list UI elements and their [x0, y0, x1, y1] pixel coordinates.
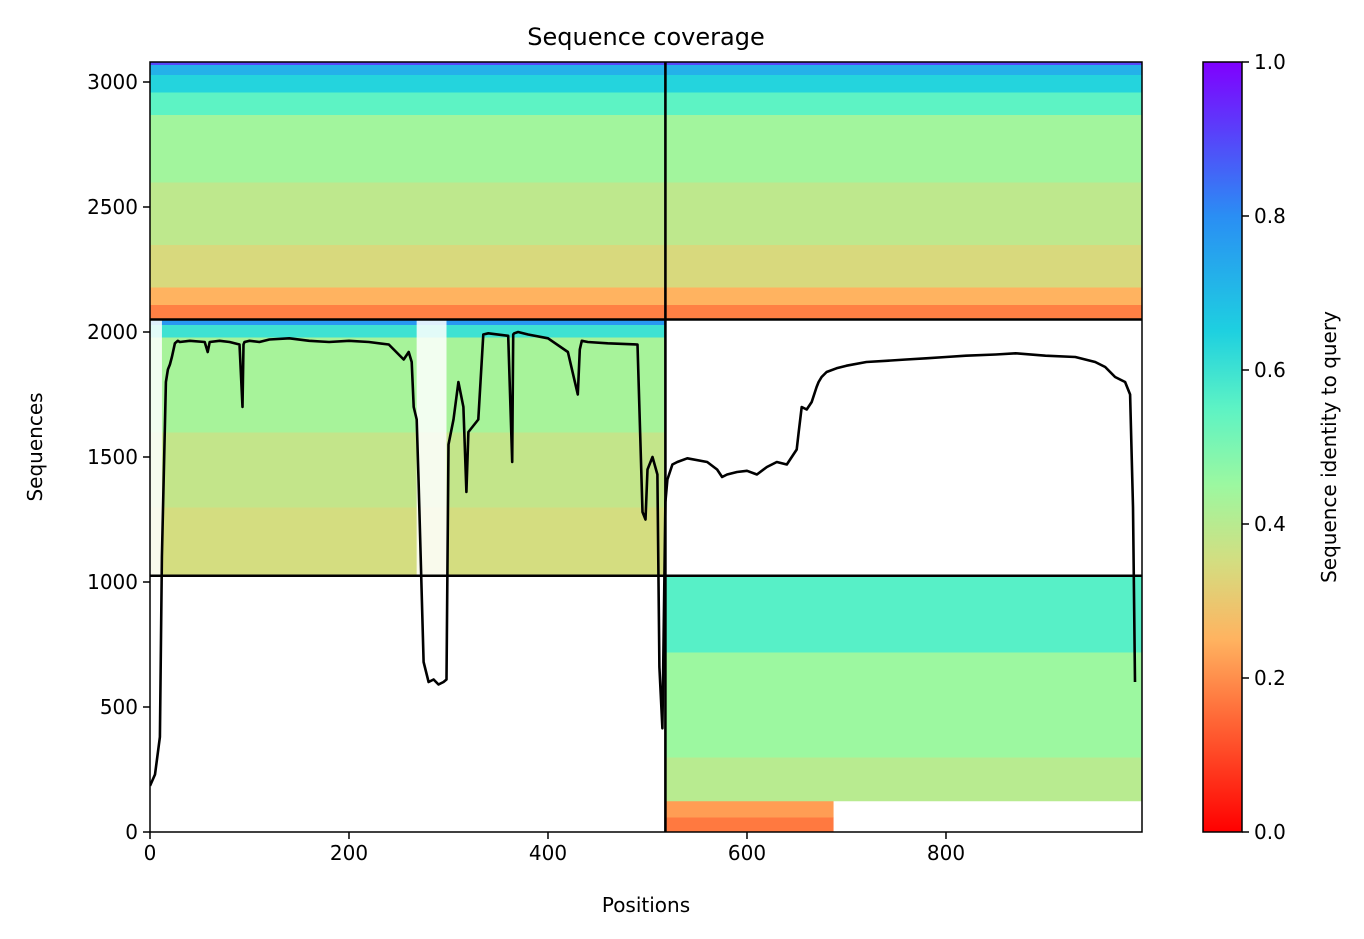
- coverage-band: [150, 74, 1142, 93]
- coverage-band: [150, 114, 1142, 183]
- x-tick-label: 200: [330, 841, 368, 865]
- y-axis-ticks: 0 500 1000 1500 2000 2500 3000: [87, 70, 150, 844]
- colorbar-tick-label: 0.0: [1254, 820, 1286, 844]
- chain-boundaries: [150, 62, 1142, 832]
- coverage-band: [150, 304, 1142, 320]
- coverage-band: [150, 92, 1142, 115]
- colorbar: [1202, 61, 1243, 833]
- coverage-band: [150, 319, 666, 325]
- coverage-band: [150, 287, 1142, 305]
- colorbar-tick-label: 0.8: [1254, 204, 1286, 228]
- colorbar-tick-label: 0.2: [1254, 666, 1286, 690]
- coverage-band: [150, 507, 666, 577]
- y-tick-label: 2500: [87, 195, 138, 219]
- coverage-band: [150, 62, 1142, 65]
- x-tick-label: 800: [927, 841, 965, 865]
- chart-title: Sequence coverage: [527, 23, 764, 51]
- plot-area: [150, 62, 1142, 832]
- colorbar-tick-label: 0.4: [1254, 512, 1286, 536]
- coverage-band: [150, 182, 1142, 245]
- coverage-band: [150, 432, 666, 508]
- coverage-band: [150, 244, 1142, 288]
- x-axis-label: Positions: [602, 893, 690, 917]
- y-tick-label: 1000: [87, 570, 138, 594]
- x-tick-label: 400: [529, 841, 567, 865]
- coverage-band: [665, 575, 1142, 653]
- y-tick-label: 1500: [87, 445, 138, 469]
- y-tick-label: 0: [125, 820, 138, 844]
- coverage-band: [665, 652, 1142, 758]
- coverage-band: [665, 817, 834, 832]
- coverage-band: [665, 757, 1142, 802]
- x-tick-label: 600: [728, 841, 766, 865]
- y-axis-label: Sequences: [23, 392, 47, 501]
- coverage-band: [150, 324, 666, 338]
- y-tick-label: 2000: [87, 320, 138, 344]
- y-tick-label: 3000: [87, 70, 138, 94]
- coverage-band: [665, 800, 834, 818]
- coverage-gap: [150, 319, 162, 576]
- x-axis-ticks: 0 200 400 600 800: [144, 832, 965, 865]
- coverage-band: [150, 64, 1142, 75]
- colorbar-label: Sequence identity to query: [1317, 311, 1341, 583]
- plot-frame: [149, 61, 1143, 833]
- x-tick-label: 0: [144, 841, 157, 865]
- coverage-gap: [416, 319, 447, 576]
- colorbar-tick-label: 0.6: [1254, 358, 1286, 382]
- coverage-line-layer: [150, 330, 1137, 787]
- coverage-line: [150, 330, 1137, 787]
- colorbar-tick-label: 1.0: [1254, 50, 1286, 74]
- y-tick-label: 500: [100, 695, 138, 719]
- colorbar-ticks: 0.0 0.2 0.4 0.6 0.8 1.0: [1242, 50, 1286, 844]
